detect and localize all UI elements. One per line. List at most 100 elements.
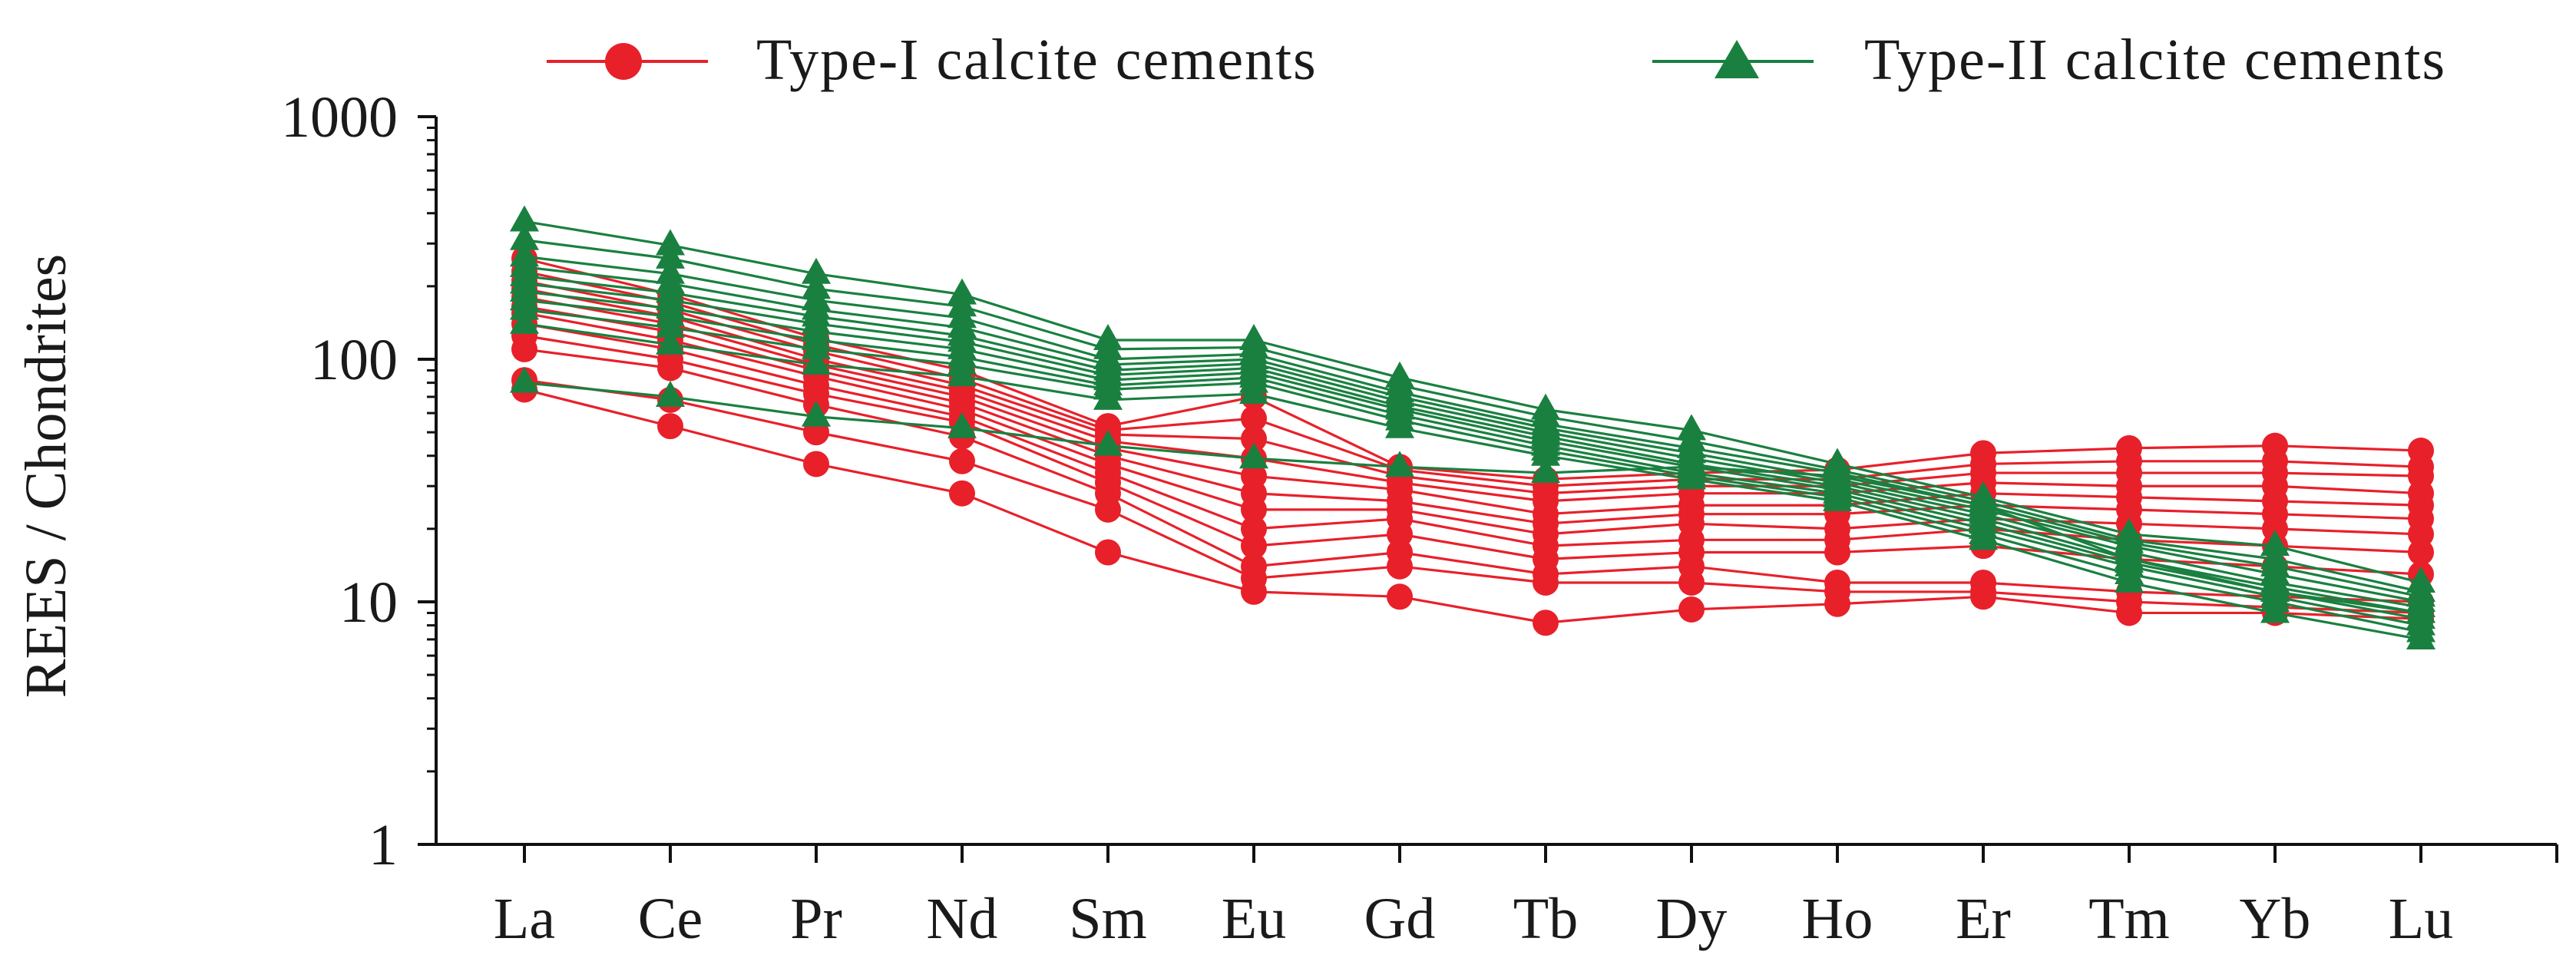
series-line xyxy=(524,388,2422,624)
x-tick-label: Tm xyxy=(2088,887,2170,951)
data-point-type-ii xyxy=(1531,457,1560,484)
x-tick-label: Ce xyxy=(638,887,703,951)
data-point-type-ii xyxy=(802,400,831,427)
series-line xyxy=(524,290,2422,620)
series-type-ii xyxy=(510,240,2435,607)
data-point-type-i xyxy=(2408,539,2434,566)
series-line xyxy=(524,266,2422,603)
legend-label-type-i: Type-I calcite cements xyxy=(756,28,1318,92)
x-tick-label: Sm xyxy=(1069,887,1146,951)
series-line xyxy=(524,308,2422,634)
y-ticks: 1 10 100 1000 xyxy=(281,85,436,877)
data-point-type-i xyxy=(949,480,975,507)
series-line xyxy=(524,299,2422,627)
data-point-type-i xyxy=(1241,515,1267,542)
data-point-type-i xyxy=(1095,413,1121,440)
data-point-type-i xyxy=(1970,440,1996,467)
data-point-type-i xyxy=(1387,583,1413,610)
y-tick-label: 1000 xyxy=(281,85,398,150)
data-point-type-ii xyxy=(656,380,685,407)
series-line xyxy=(524,220,2422,584)
series-type-ii xyxy=(510,205,2435,593)
data-point-type-ii xyxy=(2260,543,2290,570)
x-tick-label: Gd xyxy=(1364,887,1436,951)
x-tick-label: Tb xyxy=(1513,887,1578,951)
series-layer xyxy=(510,205,2435,649)
data-point-type-i xyxy=(1387,539,1413,566)
data-point-type-i xyxy=(803,451,829,477)
x-tick-label: Lu xyxy=(2389,887,2453,951)
data-point-type-ii xyxy=(510,366,539,393)
data-point-type-ii xyxy=(802,349,831,375)
data-point-type-ii xyxy=(2115,517,2144,544)
data-point-type-ii xyxy=(802,257,831,284)
x-tick-label: La xyxy=(494,887,555,951)
y-tick-label: 1 xyxy=(369,813,398,877)
series-type-ii xyxy=(510,275,2435,629)
axes xyxy=(435,117,2557,846)
data-point-type-i xyxy=(1678,596,1705,623)
series-line xyxy=(524,322,2422,641)
data-point-type-ii xyxy=(1969,481,1998,507)
series-line xyxy=(524,312,2422,536)
data-point-type-i xyxy=(657,413,683,440)
x-tick-label: Ho xyxy=(1802,887,1873,951)
series-line xyxy=(524,382,2422,615)
series-line xyxy=(524,287,2422,503)
series-type-i xyxy=(511,245,2434,493)
data-point-type-i xyxy=(1241,405,1267,432)
data-point-type-ii xyxy=(1093,429,1123,456)
data-point-type-ii xyxy=(1677,414,1706,441)
data-point-type-ii xyxy=(656,229,685,256)
series-line xyxy=(524,279,2422,495)
data-point-type-i xyxy=(1824,569,1850,596)
y-tick-label: 10 xyxy=(339,570,398,635)
legend: Type-I calcite cements Type-II calcite c… xyxy=(547,28,2446,92)
data-point-type-i xyxy=(1533,610,1559,636)
data-point-type-ii xyxy=(510,205,539,232)
x-tick-label: Eu xyxy=(1222,887,1286,951)
legend-marker-type-ii xyxy=(1715,40,1759,78)
series-line xyxy=(524,255,2422,598)
data-point-type-ii xyxy=(1239,442,1268,469)
data-point-type-ii xyxy=(947,278,977,305)
data-point-type-i xyxy=(1241,425,1267,452)
data-point-type-i xyxy=(2262,432,2288,459)
data-point-type-i xyxy=(1241,553,1267,580)
x-tick-label: Dy xyxy=(1656,887,1728,951)
x-tick-label: Pr xyxy=(790,887,842,951)
legend-marker-type-i xyxy=(605,43,642,80)
data-point-type-ii xyxy=(802,273,831,299)
series-type-i xyxy=(511,310,2434,566)
series-line xyxy=(524,348,2422,603)
data-point-type-ii xyxy=(510,223,539,250)
series-line xyxy=(524,378,2422,615)
x-tick-label: Er xyxy=(1956,887,2011,951)
series-line xyxy=(524,270,2422,487)
series-line xyxy=(524,296,2422,516)
data-point-type-i xyxy=(1970,569,1996,596)
series-line xyxy=(524,275,2422,609)
x-tick-label: Nd xyxy=(927,887,998,951)
data-point-type-i xyxy=(1095,539,1121,566)
y-tick-label: 100 xyxy=(310,328,398,392)
series-type-i xyxy=(511,258,2434,500)
data-point-type-ii xyxy=(1239,323,1268,350)
legend-label-type-ii: Type-II calcite cements xyxy=(1864,28,2446,92)
data-point-type-ii xyxy=(2260,530,2290,557)
data-point-type-i xyxy=(2408,438,2434,464)
series-type-ii xyxy=(510,293,2435,643)
data-point-type-ii xyxy=(1093,323,1123,350)
data-point-type-ii xyxy=(1385,361,1414,388)
data-point-type-ii xyxy=(2406,566,2435,593)
data-point-type-ii xyxy=(1531,393,1560,420)
data-point-type-i xyxy=(949,448,975,474)
data-point-type-ii xyxy=(1823,448,1852,474)
x-tick-label: Yb xyxy=(2240,887,2311,951)
y-axis-title: REES / Chondrites xyxy=(14,254,78,698)
data-point-type-ii xyxy=(656,242,685,269)
data-point-type-ii xyxy=(510,307,539,334)
data-point-type-ii xyxy=(510,240,539,267)
